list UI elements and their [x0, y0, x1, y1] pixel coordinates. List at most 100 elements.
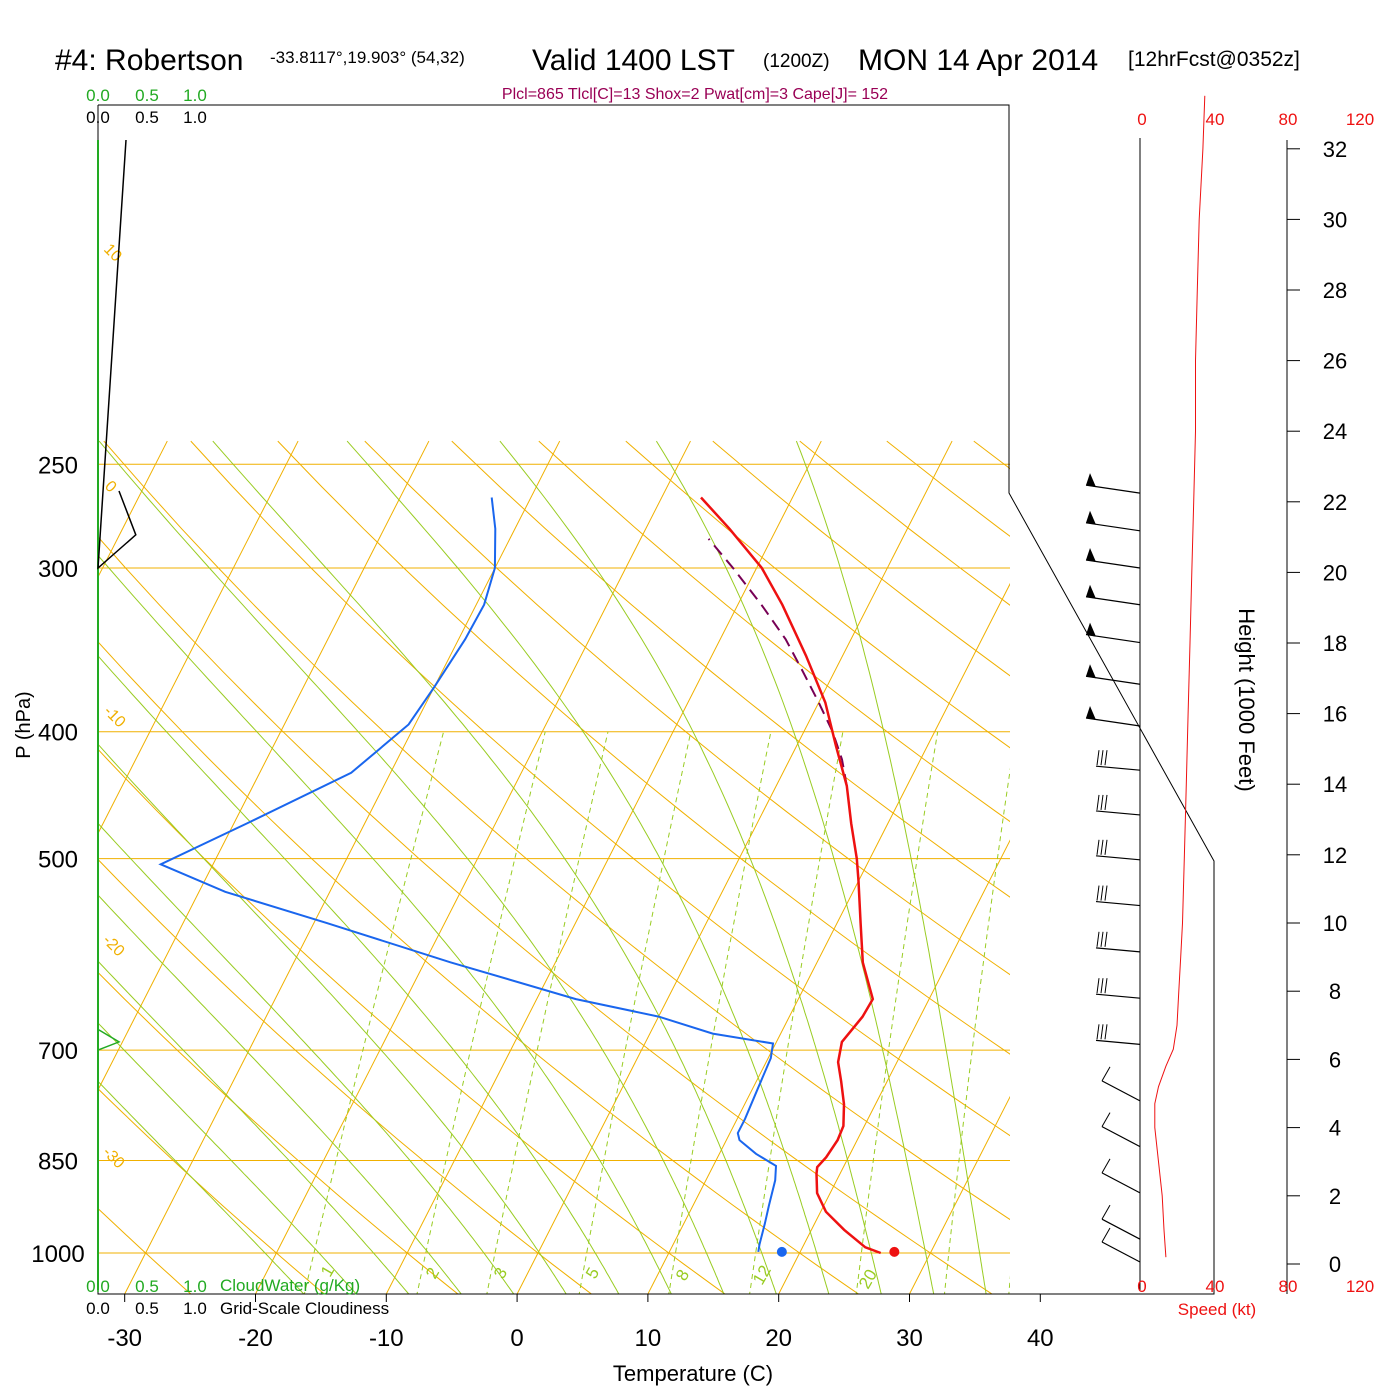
barb-feather [1096, 978, 1100, 994]
wind-barb [1085, 664, 1141, 685]
isotherm-label: 30 [1168, 767, 1199, 798]
valid-zulu: (1200Z) [763, 51, 830, 72]
wind-barb [1095, 750, 1141, 771]
isotherm-line [124, 440, 561, 1294]
height-tick-label: 8 [1329, 979, 1341, 1004]
cloudiness-title: Grid-Scale Cloudiness [220, 1299, 389, 1318]
barb-feather [1096, 839, 1100, 855]
height-tick-label: 26 [1323, 349, 1347, 374]
barb-feather [1101, 1112, 1111, 1127]
barb-staff [1095, 900, 1141, 907]
speed-tick-top: 120 [1346, 110, 1374, 129]
mixing-ratio-line [749, 731, 844, 1294]
cloudiness-tick-bottom: 0.0 [86, 1299, 110, 1318]
dry-adiabat [98, 858, 593, 1294]
barb-feather [1100, 794, 1104, 810]
dry-adiabat [799, 440, 1010, 606]
dry-adiabat [98, 748, 726, 1294]
height-tick-label: 14 [1323, 772, 1347, 797]
dry-adiabat [103, 440, 1010, 1221]
cloud-water-tick-top: 0.0 [86, 86, 110, 105]
isotherm-label: 0 [1013, 328, 1036, 351]
speed-tick-bottom: 0 [1137, 1277, 1146, 1296]
height-tick-label: 16 [1323, 702, 1347, 727]
cloud-water-tick-top: 0.5 [135, 86, 159, 105]
wind-barb [1101, 1112, 1141, 1148]
wind-barb [1085, 548, 1141, 569]
wind-barb [1085, 473, 1141, 494]
barb-feather [1104, 885, 1108, 901]
barb-staff [1095, 855, 1141, 861]
wind-barb [1085, 584, 1141, 606]
barb-feather [1100, 1024, 1104, 1040]
speed-tick-bottom: 80 [1279, 1277, 1298, 1296]
temperature-line [700, 496, 882, 1255]
moist-adiabat [655, 440, 935, 1294]
parcel-trace [707, 538, 848, 787]
barb-pennant [1086, 473, 1096, 488]
wind-barb [1101, 1227, 1141, 1263]
barb-staff [1101, 1241, 1141, 1263]
isotherm-line [98, 440, 430, 1091]
mixing-ratio-label: 3 [490, 1264, 511, 1282]
barb-feather [1100, 978, 1104, 994]
pressure-tick-label: 700 [38, 1038, 78, 1065]
pressure-axis-title: P (hPa) [13, 691, 35, 758]
barb-feather [1100, 839, 1104, 855]
barb-feather [1100, 931, 1104, 947]
moist-adiabat [98, 440, 725, 1294]
dry-adiabat [98, 1207, 192, 1294]
wind-barbs [1085, 473, 1141, 1263]
dry-adiabat [1148, 441, 1400, 1297]
wind-barb [1101, 1158, 1141, 1194]
speed-axis-title: Speed (kt) [1178, 1300, 1256, 1319]
cloud-profiles [97, 139, 137, 1290]
moist-adiabat [98, 960, 410, 1294]
moist-adiabat [98, 1022, 357, 1294]
height-tick-label: 32 [1323, 137, 1347, 162]
cloudiness-tick-top: 0.5 [135, 108, 159, 127]
speed-line [1154, 95, 1206, 1258]
barb-staff [1101, 1126, 1141, 1148]
dry-adiabat [451, 440, 1010, 898]
barb-feather [1101, 1158, 1111, 1174]
barb-feather [1100, 885, 1104, 901]
barb-feather [1104, 794, 1108, 810]
speed-profile [1154, 95, 1206, 1258]
isotherm-label: 20 [1098, 642, 1129, 673]
height-tick-label: 22 [1323, 490, 1347, 515]
barb-feather [1104, 931, 1108, 947]
background-lines [98, 440, 1400, 1297]
dry-adiabat [1235, 441, 1400, 1297]
barb-feather [1104, 750, 1108, 766]
moist-adiabat [499, 440, 882, 1294]
barb-staff [1101, 1172, 1141, 1194]
barb-pennant [1086, 510, 1096, 525]
height-tick-label: 24 [1323, 419, 1347, 444]
barb-staff [1095, 947, 1141, 953]
pressure-tick-label: 500 [38, 847, 78, 874]
wind-barb [1085, 510, 1141, 532]
dry-adiabat [277, 440, 1010, 1055]
wind-barb [1085, 705, 1141, 727]
dry-adiabat-label: -30 [99, 1144, 127, 1172]
pressure-tick-label: 400 [38, 720, 78, 747]
mixing-ratio-line [416, 731, 546, 1294]
temperature-tick-label: 40 [1027, 1325, 1054, 1352]
cloud-water-tick-bottom: 1.0 [183, 1277, 207, 1296]
barb-staff [1095, 810, 1141, 816]
wind-barb [1101, 1066, 1141, 1102]
wind-barb [1095, 839, 1141, 861]
height-tick-label: 20 [1323, 560, 1347, 585]
dry-adiabat [190, 440, 1010, 1137]
valid-date: MON 14 Apr 2014 [858, 44, 1098, 77]
barb-feather [1101, 1066, 1111, 1082]
barb-feather [1101, 1204, 1111, 1220]
moist-adiabat [98, 655, 620, 1294]
mixing-ratio-line [943, 767, 1010, 1294]
wind-barb [1085, 622, 1141, 644]
barb-pennant [1086, 584, 1096, 599]
barb-pennant [1086, 664, 1096, 679]
